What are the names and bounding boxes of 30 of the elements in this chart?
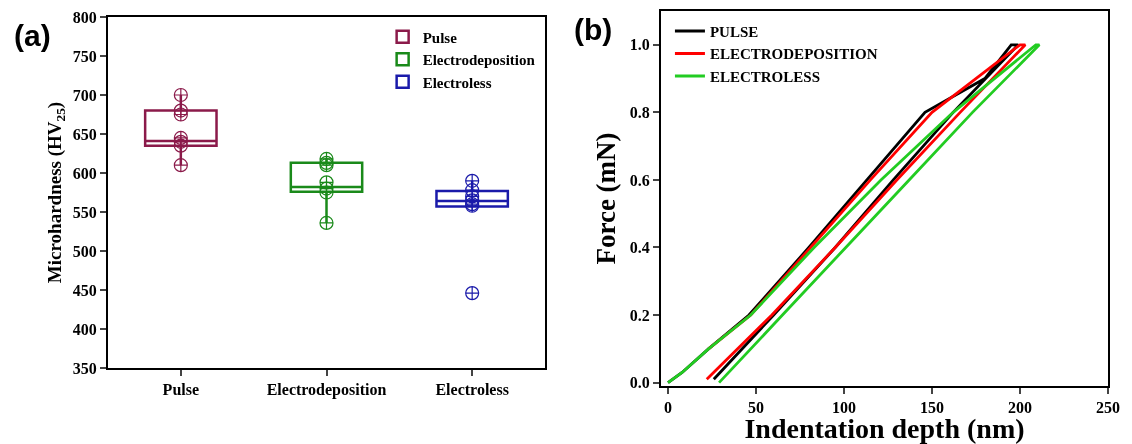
legend-label: Electroless bbox=[422, 74, 492, 91]
legend-label: PULSE bbox=[709, 23, 759, 40]
y-tick-label: 450 bbox=[72, 281, 97, 299]
y-tick-label: 0.4 bbox=[629, 239, 650, 257]
x-tick-label: Pulse bbox=[162, 381, 200, 399]
legend-label: Pulse bbox=[422, 29, 458, 46]
x-tick-label: 250 bbox=[1096, 399, 1120, 417]
legend-label: Electrodeposition bbox=[422, 52, 536, 69]
x-tick-label: Electrodeposition bbox=[266, 381, 387, 400]
x-tick-label: 0 bbox=[664, 399, 673, 417]
y-tick-label: 700 bbox=[72, 86, 97, 104]
y-tick-label: 800 bbox=[72, 8, 97, 26]
y-tick-label: 600 bbox=[72, 164, 97, 182]
y-tick-label: 0.6 bbox=[629, 171, 650, 189]
x-tick-label: Electroless bbox=[435, 381, 509, 399]
y-tick-label: 750 bbox=[72, 47, 97, 65]
y-tick-label: 400 bbox=[72, 320, 97, 338]
y-tick-label: 1.0 bbox=[629, 36, 650, 54]
legend-label: ELECTROLESS bbox=[709, 68, 820, 85]
legend-label: ELECTRODEPOSITION bbox=[709, 46, 878, 63]
text: (b) bbox=[574, 13, 613, 46]
y-tick-label: 0.8 bbox=[629, 103, 650, 121]
y-tick-label: 0.0 bbox=[629, 374, 650, 392]
y-tick-label: 500 bbox=[72, 242, 97, 260]
text: (a) bbox=[14, 19, 51, 52]
y-tick-label: 650 bbox=[72, 125, 97, 143]
y-tick-label: 550 bbox=[72, 203, 97, 221]
y-tick-label: 0.2 bbox=[629, 306, 650, 324]
y-axis-title: Force (mN) bbox=[591, 132, 622, 265]
y-tick-label: 350 bbox=[72, 359, 97, 377]
